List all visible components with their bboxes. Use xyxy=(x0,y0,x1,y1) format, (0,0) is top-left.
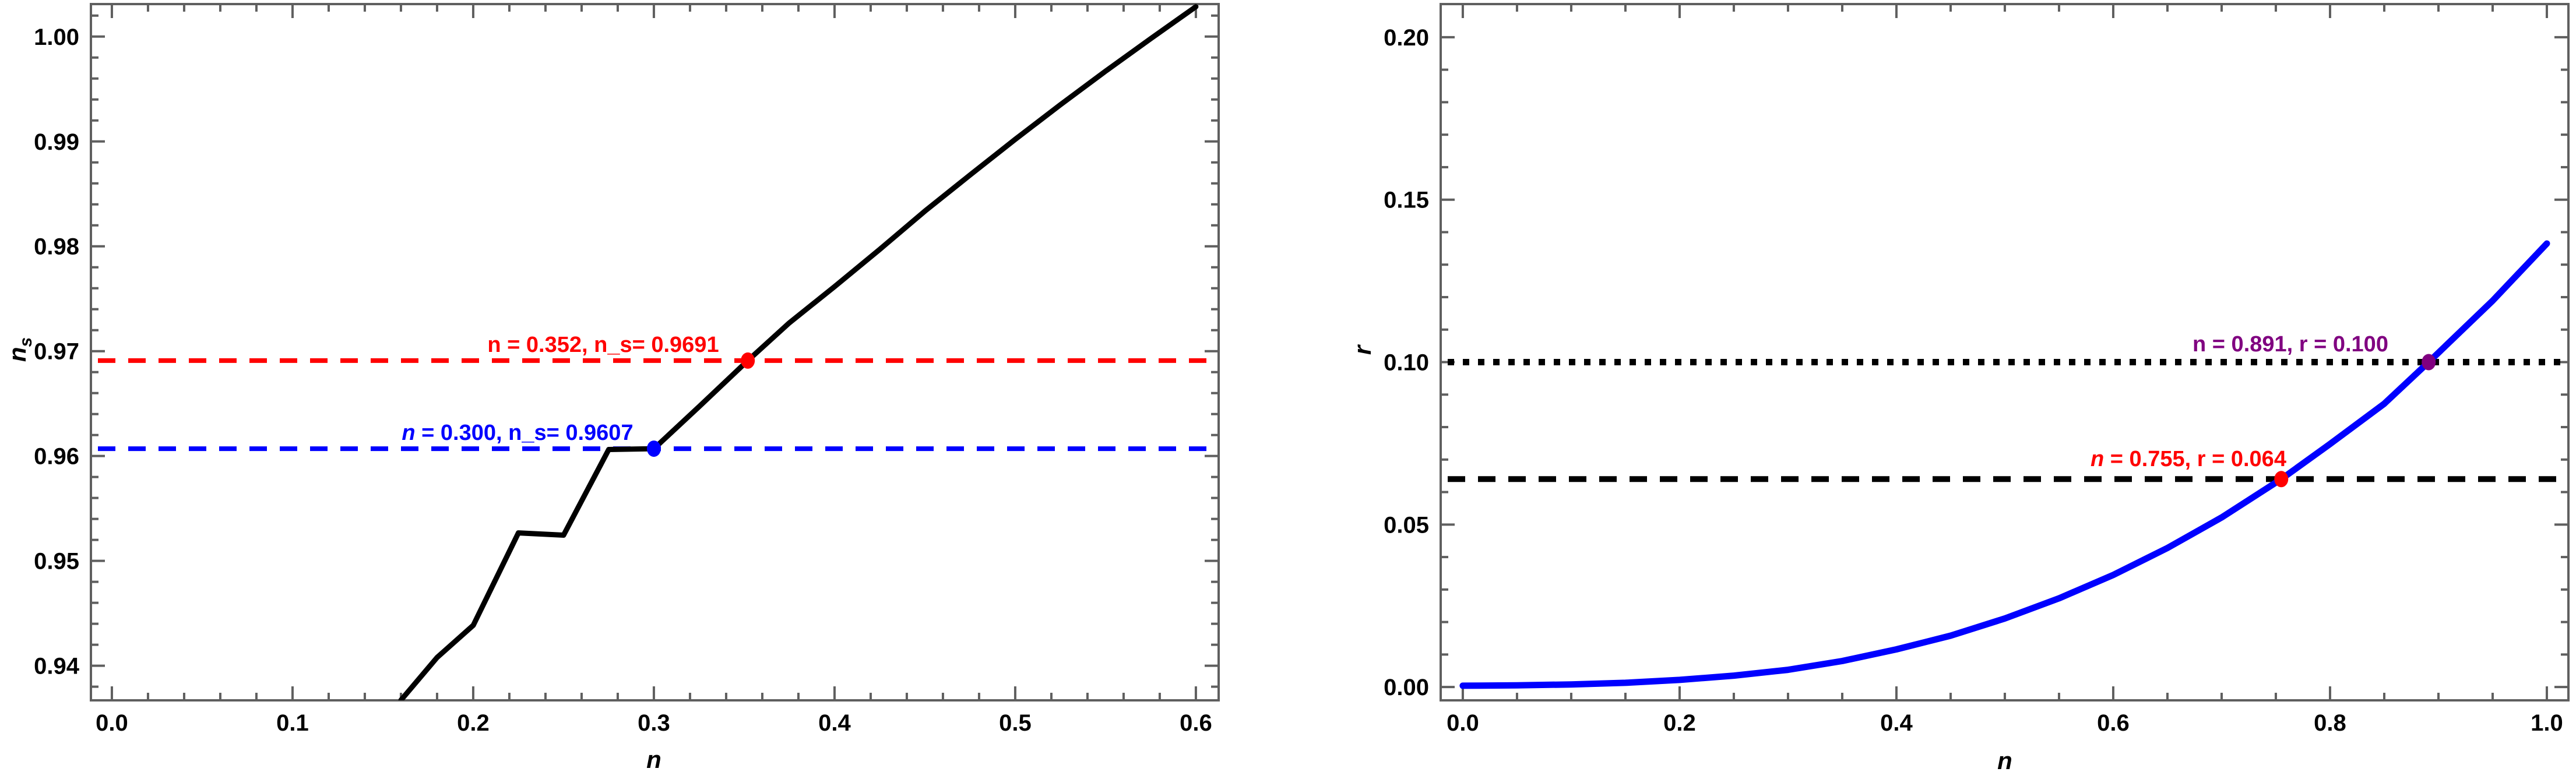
right-ytick-label: 0.15 xyxy=(1384,188,1429,213)
right-xtick-label: 0.4 xyxy=(1880,710,1913,736)
left-annotation-1: n = 0.300, n_s= 0.9607 xyxy=(402,421,633,445)
left-ytick-label: 0.95 xyxy=(34,549,79,574)
right-xtick-label: 1.0 xyxy=(2531,710,2563,736)
right-xtick-label: 0.2 xyxy=(1663,710,1696,736)
right-plot-frame xyxy=(1440,3,2570,702)
left-xtick-label: 0.1 xyxy=(276,710,309,736)
right-ytick-label: 0.10 xyxy=(1384,350,1429,376)
left-ytick-label: 0.96 xyxy=(34,444,79,470)
left-intersection-point-0 xyxy=(741,352,755,369)
left-xtick-label: 0.5 xyxy=(999,710,1032,736)
right-xtick-label: 0.8 xyxy=(2314,710,2346,736)
right-annotation-0: n = 0.891, r = 0.100 xyxy=(2193,332,2388,357)
left-xtick-label: 0.3 xyxy=(638,710,670,736)
right-ytick-label: 0.00 xyxy=(1384,675,1429,700)
left-xtick-label: 0.0 xyxy=(96,710,128,736)
left-xtick-label: 0.4 xyxy=(818,710,851,736)
left-ytick-label: 0.99 xyxy=(34,129,79,155)
left-ytick-label: 0.94 xyxy=(34,654,80,679)
left-ytick-label: 1.00 xyxy=(34,24,79,50)
r-curve xyxy=(1459,240,2550,689)
right-plot: 0.0 0.2 0.4 0.6 0.8 1.0 0.00 0.05 0.10 0.15 0.20 n … xyxy=(1349,3,2570,772)
left-ytick-label: 0.98 xyxy=(34,234,79,260)
left-y-axis-label: ns xyxy=(3,337,36,362)
left-xtick-label: 0.2 xyxy=(457,710,490,736)
left-axis-ticks xyxy=(91,4,1219,700)
right-annotation-1: n = 0.755, r = 0.064 xyxy=(2091,447,2286,471)
right-ytick-label: 0.05 xyxy=(1384,512,1429,538)
right-y-axis-label: r xyxy=(1349,344,1376,355)
right-ytick-label: 0.20 xyxy=(1384,25,1429,51)
left-annotation-0: n = 0.352, n_s= 0.9691 xyxy=(487,333,719,357)
ns-curve xyxy=(398,4,1199,700)
right-x-axis-label: n xyxy=(1997,747,2012,772)
left-x-axis-label: n xyxy=(646,746,661,772)
left-xtick-label: 0.6 xyxy=(1180,710,1212,736)
right-intersection-point-1 xyxy=(2274,471,2289,488)
right-xtick-label: 0.0 xyxy=(1447,710,1479,736)
right-intersection-point-0 xyxy=(2422,354,2436,371)
right-axis-ticks xyxy=(1441,4,2568,700)
left-intersection-point-1 xyxy=(646,440,661,457)
left-plot: 0.0 0.1 0.2 0.3 0.4 0.5 0.6 0.94 0.95 0.96 0.97 0.9… xyxy=(3,3,1220,772)
right-xtick-label: 0.6 xyxy=(2097,710,2130,736)
left-ytick-label: 0.97 xyxy=(34,339,79,365)
